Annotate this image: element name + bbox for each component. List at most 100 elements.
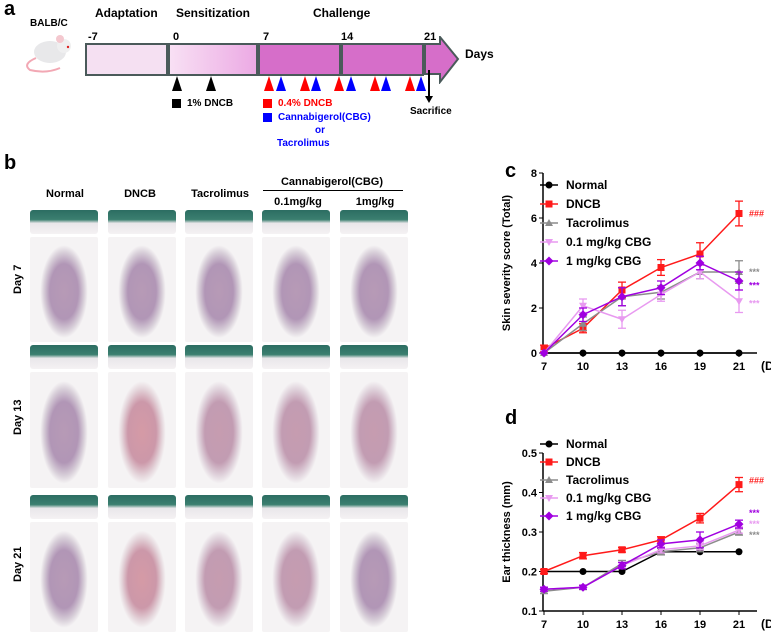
x-tick-label: 10	[577, 361, 589, 373]
ear-photo	[30, 345, 98, 369]
legend-marker	[545, 458, 553, 466]
sensitization-marker	[172, 76, 182, 91]
dorsal-skin-photo	[108, 237, 176, 342]
data-point	[735, 548, 743, 556]
ear-photo	[30, 495, 98, 519]
timeline-arrow	[424, 36, 460, 84]
timeline-challenge-week2	[341, 43, 424, 76]
data-point	[539, 348, 549, 358]
data-point	[734, 276, 744, 286]
data-point	[696, 250, 704, 258]
legend-entry: Normal	[566, 437, 607, 451]
legend-marker	[545, 495, 553, 502]
treatment-marker	[276, 76, 286, 91]
day-label: 21	[424, 31, 437, 43]
y-tick-label: 4	[531, 258, 538, 270]
legend-swatch	[263, 112, 272, 122]
panel-b-label: b	[4, 152, 17, 174]
data-point	[657, 264, 665, 271]
series-line-normal	[544, 551, 739, 573]
data-point	[735, 210, 743, 217]
x-tick-label: 21	[733, 361, 745, 373]
legend-challenge: 0.4% DNCB	[263, 98, 332, 109]
dorsal-skin-photo	[262, 372, 330, 488]
ear-photo	[262, 210, 330, 234]
series-line-dncb	[543, 212, 740, 350]
data-point	[735, 481, 743, 489]
series-line-1-mg-kg-cbg	[543, 523, 740, 591]
ear-photo	[108, 495, 176, 519]
x-tick-label: 7	[541, 361, 547, 373]
x-axis-label: (Day)	[761, 617, 771, 631]
ear-photo	[185, 210, 253, 234]
significance-marker: ***	[749, 519, 760, 529]
dncb-challenge-marker	[264, 76, 274, 91]
data-point	[617, 292, 627, 302]
ear-photo	[185, 345, 253, 369]
significance-marker: ***	[749, 508, 760, 518]
data-point	[696, 269, 704, 276]
y-axis-label: Ear thickness (mm)	[501, 481, 513, 583]
dorsal-skin-photo	[262, 237, 330, 342]
legend-entry: Tacrolimus	[566, 216, 629, 230]
treatment-marker	[346, 76, 356, 91]
column-header: DNCB	[124, 188, 156, 200]
legend-sensitization: 1% DNCB	[172, 98, 233, 109]
legend-marker	[545, 219, 553, 226]
y-tick-label: 6	[531, 213, 537, 225]
ear-photo	[340, 345, 408, 369]
y-tick-label: 0.5	[522, 448, 537, 460]
panel-d-label: d	[505, 407, 518, 429]
data-point	[696, 349, 704, 357]
legend-text: Cannabigerol(CBG)	[278, 112, 371, 123]
legend-tacrolimus: Tacrolimus	[277, 138, 330, 149]
legend-marker	[545, 239, 553, 246]
day-label: 14	[341, 31, 354, 43]
legend-marker	[545, 440, 553, 448]
x-tick-label: 19	[694, 619, 706, 631]
legend-entry: 0.1 mg/kg CBG	[566, 491, 651, 505]
x-tick-label: 7	[541, 619, 547, 631]
day-label: -7	[88, 31, 98, 43]
phase-sensitization: Sensitization	[176, 6, 251, 20]
sacrifice-arrow	[425, 70, 433, 103]
y-tick-label: 0.1	[522, 606, 537, 618]
legend-swatch	[263, 98, 272, 108]
dncb-challenge-marker	[300, 76, 310, 91]
dorsal-skin-photo	[340, 237, 408, 342]
panel-a-label: a	[4, 0, 16, 20]
significance-marker: ###	[749, 476, 764, 486]
x-tick-label: 16	[655, 619, 667, 631]
significance-marker: ***	[749, 530, 760, 540]
ear-photo	[340, 210, 408, 234]
dorsal-skin-photo	[340, 372, 408, 488]
strain-label: BALB/C	[30, 18, 68, 29]
y-tick-label: 0.2	[522, 567, 537, 579]
dorsal-skin-photo	[262, 522, 330, 632]
data-point	[734, 519, 744, 529]
data-point	[618, 349, 626, 357]
data-point	[579, 302, 587, 310]
data-point	[657, 349, 665, 357]
legend-marker	[545, 476, 553, 483]
dorsal-skin-photo	[30, 522, 98, 632]
data-point	[695, 535, 705, 545]
column-header: Normal	[46, 188, 84, 200]
significance-marker: ***	[749, 281, 760, 291]
significance-marker: ###	[749, 209, 764, 219]
mouse-icon	[26, 35, 71, 73]
x-tick-label: 10	[577, 619, 589, 631]
legend-marker	[544, 256, 554, 266]
dncb-challenge-marker	[334, 76, 344, 91]
timeline-challenge-week1	[258, 43, 341, 76]
row-label: Day 13	[12, 399, 24, 435]
data-point	[618, 568, 626, 575]
dncb-challenge-marker	[405, 76, 415, 91]
group-underline	[263, 190, 403, 191]
data-point	[539, 584, 549, 594]
series-line-tacrolimus	[543, 271, 739, 354]
ear-photo	[262, 495, 330, 519]
phase-challenge: Challenge	[313, 6, 371, 20]
y-tick-label: 0	[531, 348, 537, 360]
dorsal-skin-photo	[185, 372, 253, 488]
